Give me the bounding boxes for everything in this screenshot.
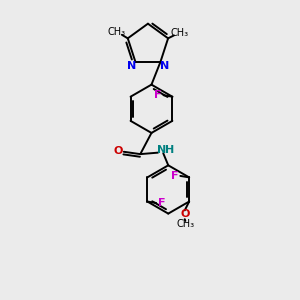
Text: O: O (180, 209, 189, 219)
Text: F: F (171, 171, 179, 181)
Text: O: O (114, 146, 123, 156)
Text: N: N (157, 145, 166, 155)
Text: CH₃: CH₃ (176, 220, 194, 230)
Text: N: N (127, 61, 136, 70)
Text: F: F (158, 198, 165, 208)
Text: H: H (164, 145, 174, 155)
Text: N: N (160, 61, 169, 70)
Text: CH₃: CH₃ (107, 27, 126, 37)
Text: CH₃: CH₃ (170, 28, 188, 38)
Text: F: F (154, 90, 162, 100)
